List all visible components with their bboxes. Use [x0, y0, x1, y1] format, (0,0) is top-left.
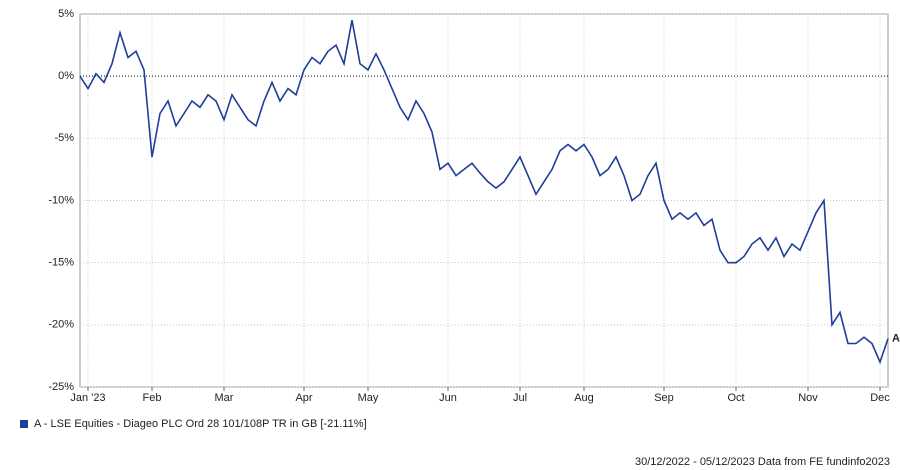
y-tick-label: -25%	[48, 381, 74, 393]
x-tick-label: Feb	[143, 392, 162, 404]
x-tick-label: Apr	[295, 392, 312, 404]
x-tick-label: Jan '23	[70, 392, 105, 404]
x-tick-label: Jun	[439, 392, 457, 404]
x-tick-label: Dec	[870, 392, 890, 404]
y-tick-label: -10%	[48, 194, 74, 206]
legend-label: A - LSE Equities - Diageo PLC Ord 28 101…	[34, 418, 367, 430]
plot-area	[79, 13, 889, 388]
x-tick-label: Oct	[727, 392, 744, 404]
x-tick-label: Jul	[513, 392, 527, 404]
footer: 30/12/2022 - 05/12/2023 Data from FE fun…	[635, 456, 890, 468]
x-tick-label: Mar	[215, 392, 234, 404]
y-tick-label: -5%	[54, 132, 74, 144]
y-tick-label: 5%	[58, 8, 74, 20]
x-tick-label: Aug	[574, 392, 594, 404]
y-tick-label: -20%	[48, 319, 74, 331]
x-tick-label: May	[358, 392, 379, 404]
legend-swatch	[20, 420, 28, 428]
x-tick-label: Nov	[798, 392, 818, 404]
line-series	[79, 20, 889, 365]
y-tick-label: -15%	[48, 257, 74, 269]
x-tick-label: Sep	[654, 392, 674, 404]
end-label: A	[892, 333, 900, 345]
y-tick-label: 0%	[58, 70, 74, 82]
